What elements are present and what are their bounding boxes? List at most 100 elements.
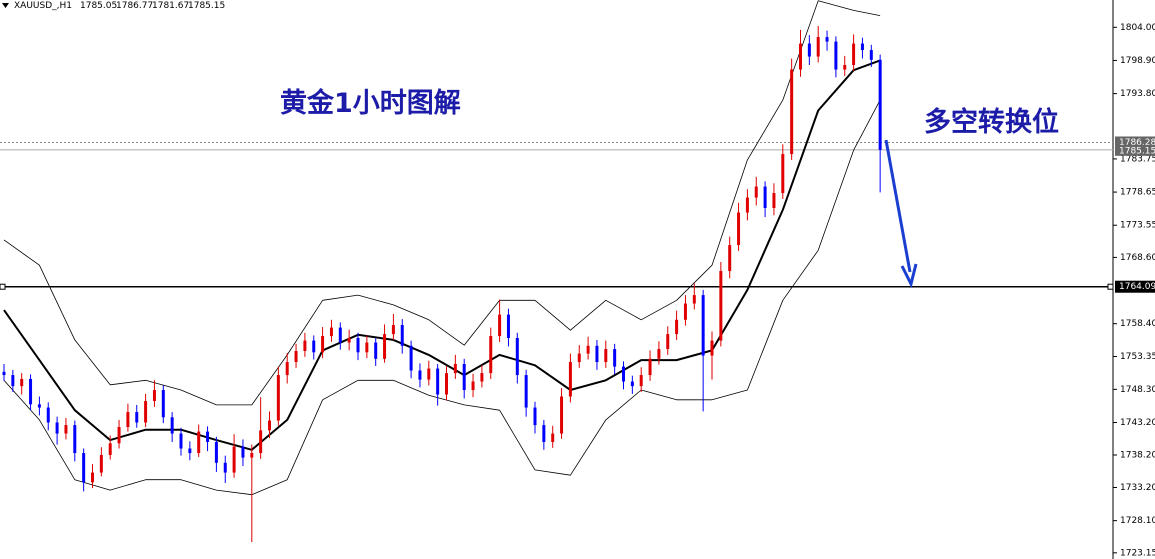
candle-body [878, 59, 882, 150]
candle-body [436, 368, 440, 395]
candle-body [462, 364, 466, 390]
candle-body [268, 420, 271, 431]
y-tick-label: 1728.10 [1120, 516, 1155, 526]
candle-body [489, 336, 493, 374]
level-label-box [1115, 280, 1155, 293]
candle-body [577, 353, 581, 363]
candle-body [763, 186, 767, 208]
candle-body [82, 453, 86, 483]
candle-body [223, 462, 227, 473]
candle-body [232, 446, 236, 473]
candle-body [515, 338, 519, 376]
candle-body [816, 37, 820, 57]
y-tick-label: 1798.90 [1120, 56, 1155, 66]
candle-body [338, 327, 342, 343]
candle-body [807, 43, 811, 57]
ask-label-box [1115, 136, 1155, 148]
candle-body [2, 371, 6, 376]
candle-body [666, 334, 670, 350]
candle-body [533, 407, 537, 426]
level-handle [1107, 283, 1114, 290]
arrow [884, 139, 918, 289]
y-tick-label: 1793.80 [1120, 89, 1155, 99]
candle-body [657, 349, 661, 359]
candle-body [46, 407, 50, 423]
candle-body [108, 443, 112, 455]
candle-body [701, 295, 705, 356]
candle-body [728, 245, 732, 272]
candle-body [409, 345, 413, 371]
candle-body [383, 334, 387, 359]
candle-body [329, 327, 333, 337]
candle-body [206, 431, 210, 442]
candle-body [551, 433, 555, 442]
level-handle [0, 283, 6, 290]
candle-body [126, 412, 130, 428]
candle-body [391, 325, 395, 335]
candle-body [55, 422, 59, 434]
level-label: 1764.09 [1119, 282, 1155, 292]
candle-body [20, 378, 24, 387]
header-close: 1785.15 [188, 1, 225, 11]
candle-body [29, 378, 33, 405]
candle-body [630, 381, 634, 387]
candle-body [445, 373, 448, 395]
arrow-shaft [884, 139, 912, 273]
candle-body [613, 349, 617, 367]
header-open: 1785.05 [80, 1, 117, 11]
candle-body [745, 197, 749, 213]
y-tick-label: 1748.30 [1120, 385, 1155, 395]
candle-body [11, 375, 15, 387]
candle-body [303, 340, 307, 351]
candle-body [622, 366, 625, 382]
candle-body [524, 375, 528, 408]
candle-body [754, 186, 758, 198]
annotation-label: 多空转换位 [924, 106, 1059, 138]
y-tick-label: 1738.20 [1120, 451, 1155, 461]
candle-body [312, 340, 316, 353]
candle-body [719, 271, 723, 341]
candle-body [843, 65, 847, 70]
candle-body [259, 430, 263, 454]
candle-body [586, 345, 590, 354]
candle-body [374, 342, 378, 359]
candle-body [869, 50, 873, 60]
arrow-head [900, 263, 918, 289]
candle-body [471, 381, 475, 390]
band-middle [3, 59, 881, 451]
candle-body [400, 325, 404, 346]
candle-body [639, 375, 643, 387]
candle-body [37, 404, 41, 408]
candle-body [542, 425, 546, 442]
candle-body [179, 433, 183, 449]
candle-body [506, 314, 510, 338]
candle-body [64, 425, 68, 434]
y-tick-label: 1753.35 [1120, 352, 1155, 362]
y-tick-label: 1743.20 [1120, 418, 1155, 428]
symbol: XAUUSD_,H1 [14, 1, 72, 11]
candle-body [480, 373, 484, 382]
candle-body [692, 295, 696, 304]
candle-body [710, 340, 714, 356]
candle-body [781, 154, 785, 194]
y-tick-label: 1758.40 [1120, 319, 1155, 329]
candle-body [294, 351, 298, 363]
candle-body [365, 342, 369, 353]
annotation-title: 黄金1小时图解 [280, 87, 461, 119]
candle-body [648, 358, 652, 376]
candle-body [170, 417, 174, 434]
ask-label: 1786.28 [1119, 138, 1155, 148]
candle-body [321, 336, 325, 353]
candle-body [117, 427, 121, 444]
candle-body [683, 303, 687, 320]
candle-body [772, 193, 776, 208]
candle-body [214, 442, 218, 463]
candle-body [73, 425, 77, 454]
candle-body [825, 37, 829, 42]
candle-body [276, 375, 280, 421]
candle-body [347, 338, 351, 343]
candle-body [161, 390, 165, 418]
candle-body [144, 401, 148, 423]
